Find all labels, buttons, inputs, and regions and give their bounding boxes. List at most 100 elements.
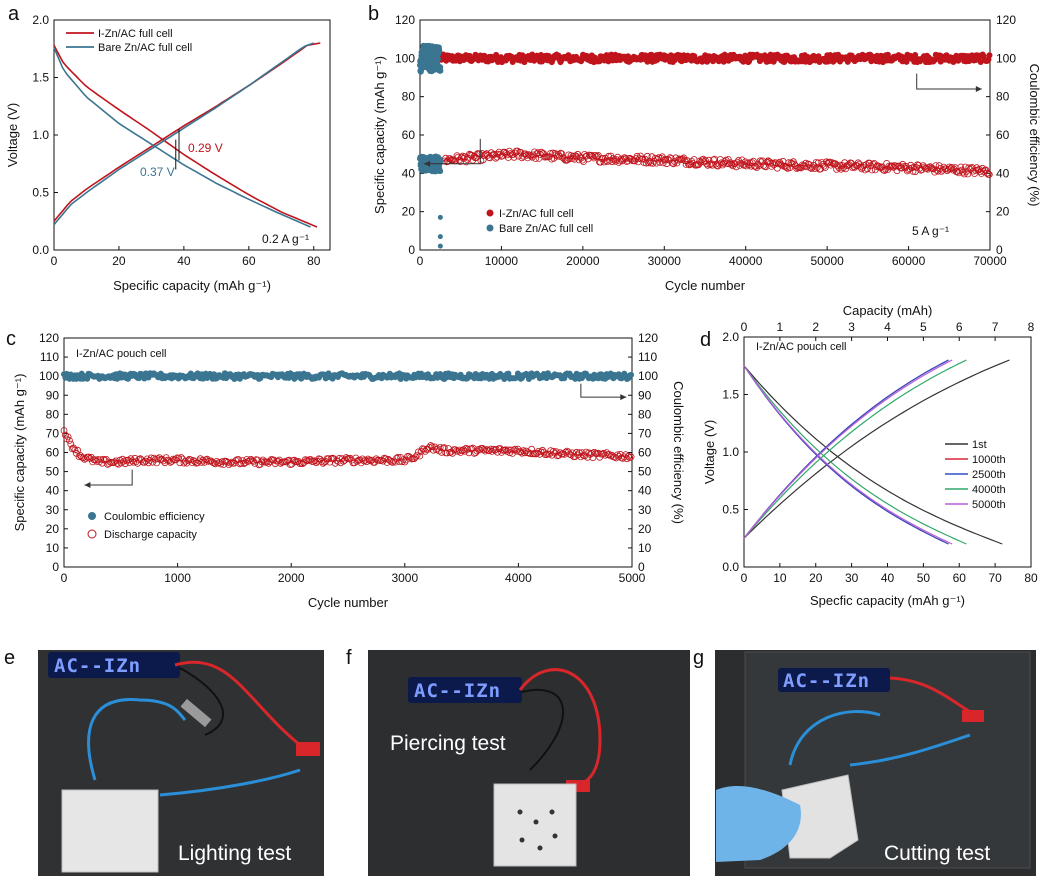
b-y2tick-label: 80	[996, 90, 1010, 104]
c-capacity-point	[626, 454, 634, 462]
b-red-capacity-point	[833, 165, 840, 173]
b-red-capacity-point	[577, 154, 585, 162]
d-x2label: Capacity (mAh)	[843, 303, 933, 318]
a-ytick-label: 2.0	[32, 13, 49, 27]
b-y2tick-label: 60	[996, 128, 1010, 142]
photo-caption-e: Lighting test	[178, 842, 291, 865]
d-xtick-label: 40	[881, 571, 895, 585]
c-capacity-point	[429, 446, 437, 454]
wire-blue2-g	[849, 733, 971, 767]
c-ytick-label: 20	[46, 522, 60, 536]
c-capacity-point	[226, 459, 234, 467]
c-capacity-point	[401, 458, 409, 466]
d-plot-frame	[743, 336, 1032, 568]
wire-blue2-e	[159, 768, 301, 797]
b-red-capacity-point	[813, 164, 821, 171]
c-capacity-point	[147, 454, 155, 462]
b-red-capacity-point	[752, 163, 759, 170]
pierce-hole	[519, 837, 525, 843]
c-y2tick-label: 40	[638, 484, 652, 498]
c-ylabel: Specific capacity (mAh g⁻¹)	[12, 374, 27, 532]
c-ytick-label: 40	[46, 484, 60, 498]
c-capacity-point	[177, 454, 185, 461]
d-x2tick-label: 7	[992, 320, 999, 334]
b-red-capacity-point	[781, 162, 789, 170]
c-capacity-point	[85, 453, 92, 461]
d-annotation-cell: I-Zn/AC pouch cell	[756, 341, 846, 353]
b-red-capacity-point	[884, 166, 892, 173]
b-red-capacity-point	[460, 154, 468, 162]
c-capacity-point	[440, 444, 448, 452]
c-capacity-point	[562, 448, 570, 456]
b-red-capacity-point	[673, 159, 681, 167]
b-red-capacity-point	[661, 156, 668, 164]
d-legend-label: 1st	[972, 439, 987, 451]
c-capacity-point	[100, 455, 107, 463]
b-red-capacity-point	[571, 155, 578, 163]
b-red-capacity-point	[982, 166, 990, 174]
wire-black-f	[521, 689, 565, 771]
b-legend-label: Bare Zn/AC full cell	[499, 223, 593, 235]
c-capacity-point	[595, 449, 602, 457]
d-xtick-label: 80	[1024, 571, 1038, 585]
b-red-capacity-point	[529, 151, 537, 159]
d-ytick-label: 2.0	[722, 330, 739, 344]
b-red-capacity-point	[900, 163, 908, 170]
c-ytick-label: 0	[52, 560, 59, 574]
a-ytick-label: 0.0	[32, 243, 49, 257]
c-capacity-point	[151, 455, 159, 463]
c-capacity-point	[318, 457, 326, 465]
b-xtick-label: 30000	[648, 254, 682, 268]
c-capacity-point	[398, 458, 406, 466]
c-capacity-point	[414, 448, 422, 456]
c-xtick-label: 5000	[619, 571, 646, 585]
b-red-capacity-point	[642, 159, 650, 167]
b-annotation-rate: 5 A g⁻¹	[912, 224, 949, 238]
c-capacity-point	[526, 450, 534, 458]
b-red-ce-point	[986, 52, 993, 59]
c-capacity-point	[485, 447, 493, 455]
c-capacity-point	[625, 452, 632, 460]
c-arrowhead-left	[84, 481, 91, 488]
b-red-capacity-point	[710, 156, 717, 164]
b-red-capacity-point	[892, 162, 900, 170]
c-y2tick-label: 80	[638, 407, 652, 421]
c-y2tick-label: 30	[638, 503, 652, 517]
b-y2tick-label: 0	[996, 243, 1003, 257]
a-legend-label: I-Zn/AC full cell	[98, 28, 173, 40]
d-xtick-label: 30	[845, 571, 859, 585]
b-red-capacity-point	[531, 148, 538, 156]
c-capacity-point	[585, 449, 593, 457]
pierce-hole	[517, 809, 523, 815]
b-ytick-label: 80	[402, 90, 416, 104]
b-y2tick-label: 120	[996, 13, 1016, 27]
a-series-charge-1	[53, 42, 315, 226]
panel-label-b: b	[368, 3, 379, 25]
wire-blue-g	[788, 710, 881, 766]
b-red-capacity-point	[985, 171, 993, 178]
b-red-capacity-point	[472, 154, 480, 162]
c-ytick-label: 50	[46, 465, 60, 479]
b-xtick-label: 40000	[729, 254, 763, 268]
a-xtick-label: 40	[177, 254, 191, 268]
b-red-capacity-point	[683, 157, 691, 165]
c-legend-label: Discharge capacity	[104, 529, 197, 541]
b-y2tick-label: 100	[996, 51, 1016, 65]
c-capacity-point	[74, 446, 81, 454]
d-x2tick-label: 0	[741, 320, 748, 334]
c-capacity-point	[413, 451, 421, 459]
c-annotation-cell: I-Zn/AC pouch cell	[76, 348, 166, 360]
b-red-ce-point	[912, 52, 919, 58]
c-arrow-left	[84, 469, 133, 486]
b-red-capacity-point	[569, 152, 577, 160]
a-annotation-blue: 0.37 V	[140, 165, 175, 179]
d-xtick-label: 70	[988, 571, 1002, 585]
b-blue-capacity-point	[437, 157, 444, 164]
c-capacity-point	[395, 458, 403, 465]
c-y2tick-label: 70	[638, 426, 652, 440]
panel-label-g: g	[693, 647, 704, 669]
b-red-capacity-point	[608, 158, 616, 166]
a-xtick-label: 20	[112, 254, 126, 268]
